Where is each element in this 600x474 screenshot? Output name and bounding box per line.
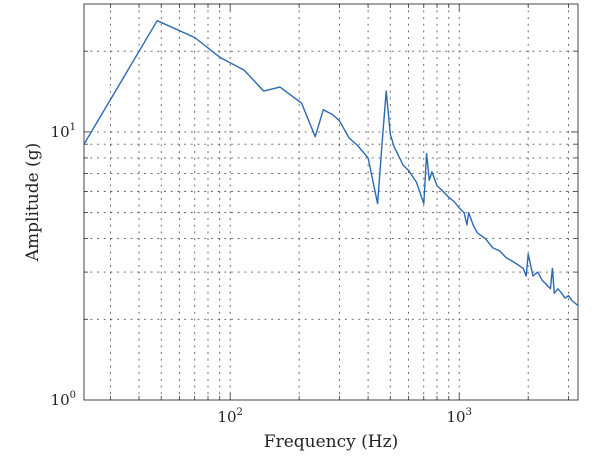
y-tick-label: 101 bbox=[51, 122, 76, 141]
axis-ticks bbox=[84, 4, 578, 400]
tick-base: 10 bbox=[447, 408, 466, 426]
plot-frame bbox=[83, 3, 579, 401]
tick-base: 10 bbox=[51, 123, 70, 141]
x-tick-label: 102 bbox=[217, 407, 242, 426]
x-tick-label: 103 bbox=[447, 407, 472, 426]
y-axis-label: Amplitude (g) bbox=[23, 143, 43, 262]
series-layer bbox=[83, 20, 579, 307]
tick-base: 10 bbox=[217, 408, 236, 426]
series-line bbox=[83, 20, 579, 307]
tick-base: 10 bbox=[51, 391, 70, 409]
x-axis-label: Frequency (Hz) bbox=[264, 432, 398, 452]
y-tick-label: 100 bbox=[51, 390, 76, 409]
grid-lines bbox=[83, 3, 579, 401]
tick-exponent: 1 bbox=[70, 122, 76, 133]
tick-exponent: 0 bbox=[70, 390, 76, 401]
tick-exponent: 2 bbox=[237, 407, 243, 418]
tick-exponent: 3 bbox=[466, 407, 472, 418]
